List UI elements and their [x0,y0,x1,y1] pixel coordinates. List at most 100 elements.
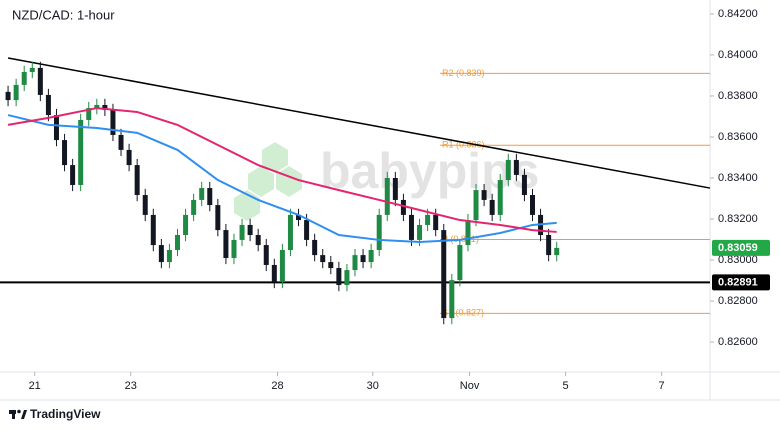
last-price-box [712,239,770,256]
candle-body [546,235,552,256]
candle-body [247,224,253,236]
candle-body [457,245,463,281]
candle-body [344,270,350,286]
candle-body [433,214,439,231]
candle-body [231,239,237,258]
candle-body [5,91,11,101]
candle-body [279,249,285,282]
x-tick-label: 30 [367,380,379,392]
candle-body [94,104,100,109]
y-tick-label: 0.83600 [718,131,758,143]
candle-body [473,190,479,221]
tv-logo [9,409,27,419]
watermark-logo [234,142,302,221]
pivot-label: S1 (0.827) [442,308,484,318]
support-price-box [712,274,770,291]
candle-body [441,230,447,319]
y-tick-label: 0.83200 [718,213,758,225]
candle-body [21,71,27,85]
candle-body [191,199,197,215]
y-tick-label: 0.82800 [718,295,758,307]
y-tick-label: 0.84000 [718,49,758,61]
logo-part [21,410,27,419]
hex [248,166,274,197]
candle-body [150,214,156,246]
candle-body [312,239,318,256]
x-tick-label: 7 [659,380,665,392]
candle-body [554,247,560,256]
candle-body [521,174,527,196]
moving-average [7,114,557,243]
candle-body [239,224,245,240]
candle-body [110,109,116,135]
candle-body [37,67,43,95]
logo-part [17,409,21,414]
y-tick-label: 0.83400 [718,172,758,184]
logo-part [12,410,15,419]
candle-body [263,245,269,265]
candle-body [513,159,519,175]
candle-body [183,214,189,236]
candle-body [336,268,342,286]
watermark: babypips [320,143,539,199]
footer: TradingView [30,407,101,421]
candle-body [126,149,132,166]
candle-body [166,249,172,263]
candle-body [505,159,511,181]
hex [262,142,288,173]
candle-body [328,262,334,269]
candle-body [207,188,213,206]
candle-body [142,195,148,215]
candle-body [400,199,406,215]
candle-body [78,119,84,185]
candle-body [271,264,277,282]
candle-body [45,94,51,116]
candle-body [175,235,180,250]
chart-title: NZD/CAD: 1-hour [12,7,115,22]
candle-body [352,255,358,271]
candle-body [13,84,19,101]
candle-body [449,280,455,319]
x-tick-label: 21 [29,380,41,392]
y-tick-label: 0.83800 [718,90,758,102]
x-tick-label: 5 [563,380,569,392]
candle-body [465,220,471,246]
candle-body [360,255,366,263]
candle-body [376,214,382,250]
x-tick-label: 28 [271,380,283,392]
candle-body [304,220,310,240]
candle-body [62,140,68,166]
pivot-label: R1 (0.836) [442,140,485,150]
x-tick-label: 23 [125,380,137,392]
candle-body [489,199,495,215]
candle-body [425,214,431,225]
last-price-label: 0.83059 [718,242,758,254]
y-tick-label: 0.82600 [718,336,758,348]
candle-body [408,214,414,240]
candle-body [70,165,76,185]
candle-body [384,178,390,215]
candle-body [199,188,205,200]
candle-body [102,104,108,110]
candle-body [392,178,398,200]
candle-body [118,134,124,150]
candle-body [223,230,229,258]
candle-body [215,205,221,231]
candle-body [481,190,487,200]
candle-body [497,180,503,215]
candle-body [134,165,140,196]
candle-body [287,214,293,250]
candle-body [320,255,326,263]
trendline [7,57,711,189]
x-tick-label: Nov [460,380,480,392]
candle-body [86,108,92,120]
candle-body [158,245,164,263]
candle-body [417,224,423,240]
candle-body [368,249,374,263]
candle-body [530,195,535,215]
candle-body [29,67,35,72]
candle-body [296,214,302,221]
